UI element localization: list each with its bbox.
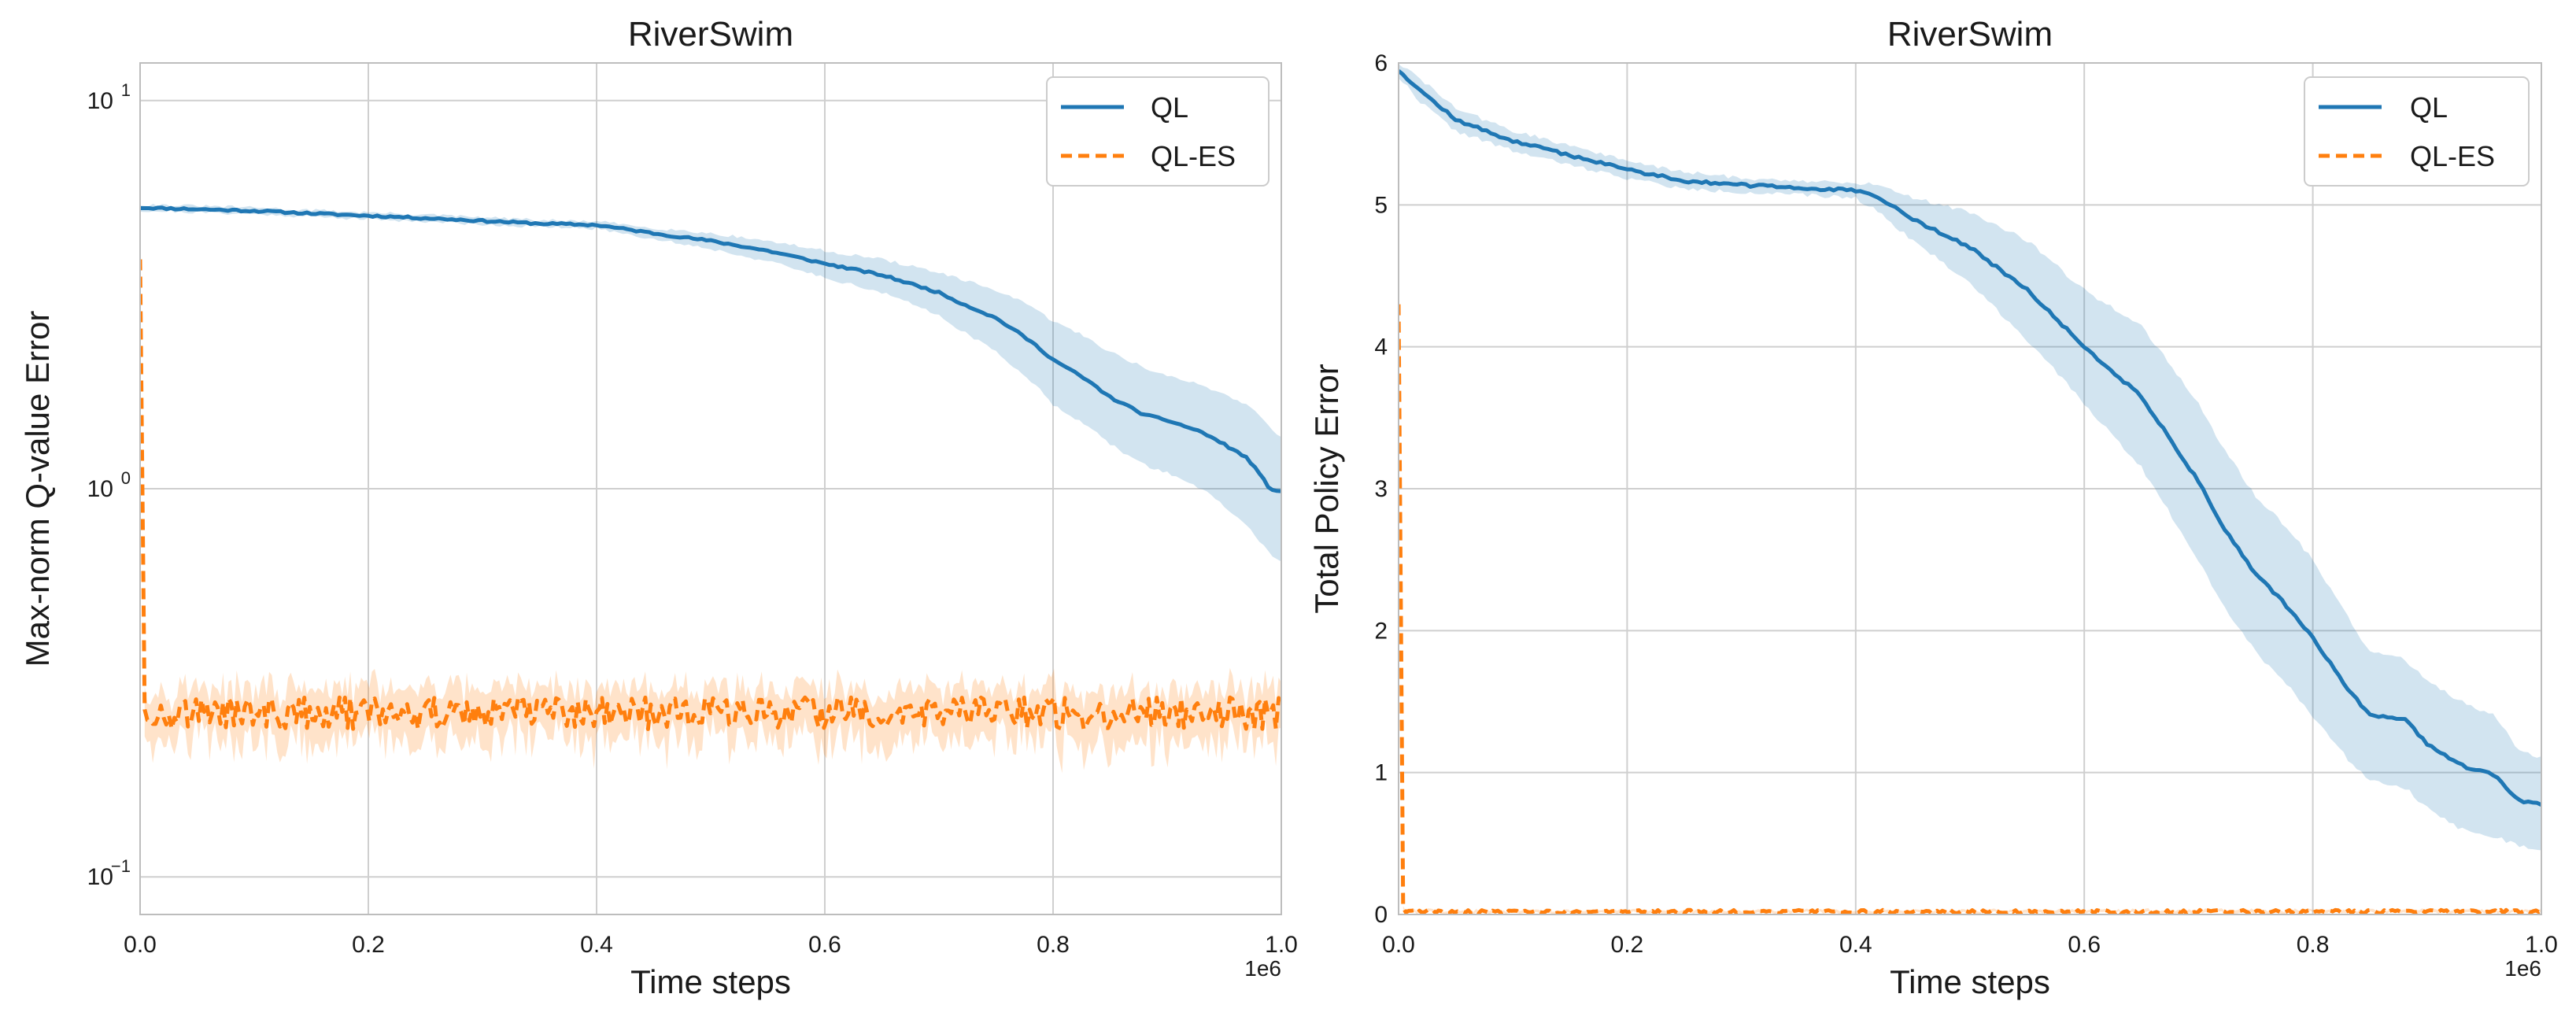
x-offset-label: 1e6 [1244, 956, 1281, 981]
x-tick-label: 0.2 [352, 932, 385, 958]
x-tick-label: 1.0 [2525, 932, 2558, 958]
y-tick-label: 2 [1374, 618, 1388, 644]
x-tick-label: 0.0 [1382, 932, 1415, 958]
plot-frame [1398, 62, 2542, 915]
y-tick-label: 10 [87, 88, 113, 114]
x-offset-label: 1e6 [2504, 956, 2541, 981]
x-tick-label: 0.6 [808, 932, 841, 958]
chart-title: RiverSwim [628, 15, 793, 54]
legend: QL QL-ES [2304, 76, 2530, 187]
ql-es-series-line [140, 259, 1281, 731]
x-tick-label: 1.0 [1265, 932, 1298, 958]
grid-lines [1398, 62, 2542, 915]
x-tick-label: 0.8 [2297, 932, 2330, 958]
y-tick-label: 0 [1374, 902, 1388, 928]
y-tick-label: 5 [1374, 192, 1388, 218]
x-tick-label: 0.2 [1611, 932, 1644, 958]
ql-series-line [140, 205, 1281, 493]
y-axis-label: Max-norm Q-value Error [19, 311, 56, 667]
legend: QL QL-ES [1046, 76, 1270, 187]
legend-ql-es-label: QL-ES [1151, 140, 1236, 172]
x-tick-labels: 0.0 0.2 0.4 0.6 0.8 1.0 [124, 932, 1298, 958]
y-tick-exponent: 1 [121, 80, 131, 100]
y-tick-labels: 0 1 2 3 4 5 6 [1374, 50, 1388, 928]
x-tick-label: 0.4 [1839, 932, 1872, 958]
x-tick-label: 0.6 [2068, 932, 2101, 958]
ql-es-confidence-band [144, 667, 1281, 774]
y-tick-exponent: −1 [111, 856, 131, 876]
chart-panel-right: 0.0 0.2 0.4 0.6 0.8 1.0 0 1 2 3 4 5 6 RiverSwim Tim… [1308, 15, 2558, 1000]
grid-lines [139, 63, 1282, 914]
ql-es-series-line [1399, 304, 2541, 914]
x-tick-label: 0.0 [124, 932, 157, 958]
x-axis-label: Time steps [1890, 963, 2050, 1000]
y-tick-label: 10 [87, 476, 113, 502]
legend-ql-es-label: QL-ES [2410, 140, 2495, 172]
y-tick-label: 6 [1374, 50, 1388, 76]
legend-ql-label: QL [2410, 91, 2448, 124]
confidence-bands [140, 203, 1281, 774]
ql-series-line [1399, 69, 2541, 807]
y-tick-label: 3 [1374, 476, 1388, 502]
x-tick-label: 0.8 [1037, 932, 1070, 958]
chart-title: RiverSwim [1887, 15, 2053, 54]
y-tick-label: 10 [87, 864, 113, 890]
legend-box [1046, 76, 1270, 187]
y-tick-exponent: 0 [121, 468, 131, 488]
x-tick-labels: 0.0 0.2 0.4 0.6 0.8 1.0 [1382, 932, 2558, 958]
x-axis-label: Time steps [630, 963, 791, 1000]
plot-frame [139, 62, 1282, 915]
ql-confidence-band [140, 203, 1281, 562]
x-tick-label: 0.4 [580, 932, 613, 958]
legend-box [2304, 76, 2530, 187]
legend-ql-label: QL [1151, 91, 1188, 124]
series-lines [1399, 69, 2541, 914]
y-tick-label: 1 [1374, 760, 1388, 786]
y-tick-label: 4 [1374, 334, 1388, 360]
series-lines [140, 205, 1281, 731]
y-axis-label: Total Policy Error [1308, 364, 1345, 613]
